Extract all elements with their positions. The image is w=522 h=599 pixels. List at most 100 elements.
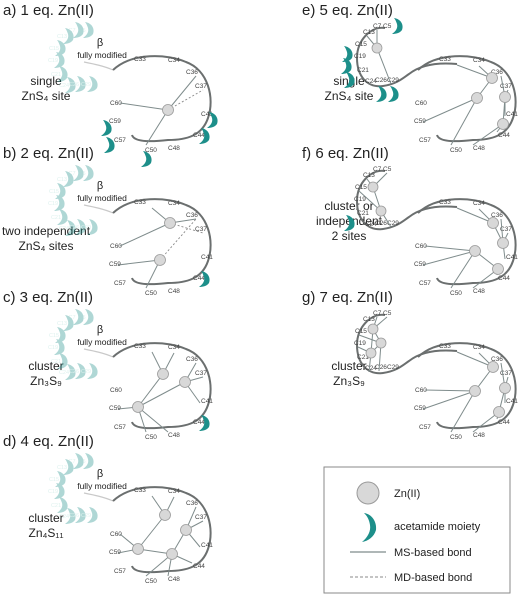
panel-b-label-C33: C33 xyxy=(134,199,146,206)
panel-c-ghost-label-C19: C19 xyxy=(48,345,58,351)
panel-a-ms-bond xyxy=(145,109,169,146)
panel-e-acetamide-C5 xyxy=(392,18,403,34)
panel-a-label-C44: C44 xyxy=(193,132,205,139)
panel-f-ms-bond xyxy=(450,250,476,289)
panel-a-ghost-label-C15: C15 xyxy=(49,46,59,52)
legend-zinc-label: Zn(II) xyxy=(394,488,420,500)
panel-b-ghost-acetamide-C5 xyxy=(83,165,94,181)
panel-a-label-C36: C36 xyxy=(186,69,198,76)
panel-e-label-C19: C19 xyxy=(354,53,366,60)
panel-c-ghost-acetamide-C13 xyxy=(63,315,74,331)
panel-a-acetamide-C44 xyxy=(199,128,210,144)
panel-a-label-C50: C50 xyxy=(145,147,157,154)
panel-f-label-C19: C19 xyxy=(354,196,366,203)
panel-f-label-C37: C37 xyxy=(500,226,512,233)
panel-a-label-C57: C57 xyxy=(114,137,126,144)
panel-b-label-C41: C41 xyxy=(201,254,213,261)
panel-a-ghost-label-C29: C29 xyxy=(81,82,91,88)
panel-c-linker xyxy=(83,348,114,358)
panel-a-ms-bond xyxy=(119,102,169,111)
panel-c-ghost-label-C24: C24 xyxy=(59,370,69,376)
panel-d-ghost-label-C15: C15 xyxy=(49,477,59,483)
panel-d-beta-symbol: β xyxy=(97,468,103,480)
panel-c-ghost-acetamide-C26 xyxy=(75,363,86,379)
panel-a-ghost-acetamide-C26 xyxy=(75,76,86,92)
panel-c-alpha-backbone xyxy=(112,342,212,430)
panel-g-label-C41: C41 xyxy=(506,398,518,405)
panel-a-fully-modified: fully modified xyxy=(77,50,127,60)
panel-b-ghost-label-C29: C29 xyxy=(81,225,91,231)
panel-a-ghost-label-C21: C21 xyxy=(51,72,61,78)
panel-e-label-C13: C13 xyxy=(363,29,375,36)
panel-b-label-C44: C44 xyxy=(193,275,205,282)
panel-d-label-C60: C60 xyxy=(110,531,122,538)
panel-g-ms-bond xyxy=(422,390,476,410)
panel-e-beta-ms-bond xyxy=(376,47,392,85)
legend-acetamide-label: acetamide moiety xyxy=(394,521,481,533)
panel-e-label-C34: C34 xyxy=(473,57,485,64)
panel-a-ghost-label-C5: C5 xyxy=(78,28,85,34)
panel-g-label-C60: C60 xyxy=(415,387,427,394)
panel-c-ghost-acetamide-C24 xyxy=(65,364,76,380)
panel-e-acetamide-C26 xyxy=(376,86,387,102)
panel-g-label-C15: C15 xyxy=(355,328,367,335)
panel-b-label-C57: C57 xyxy=(114,280,126,287)
panel-f-ms-bond xyxy=(456,207,494,224)
panel-f-label-C50: C50 xyxy=(450,290,462,297)
panel-b-ghost-acetamide-C26 xyxy=(75,219,86,235)
panel-c-label-C59: C59 xyxy=(109,405,121,412)
panel-c-ghost-label-C13: C13 xyxy=(57,321,67,327)
panel-b-ghost-acetamide-C7 xyxy=(73,165,84,181)
panel-f-zinc xyxy=(492,263,504,275)
panel-e-zinc xyxy=(471,92,483,104)
panel-a-ghost-label-C7: C7 xyxy=(68,28,75,34)
panel-f-zinc xyxy=(469,245,481,257)
panel-g-label-C50: C50 xyxy=(450,434,462,441)
panel-e-label-C33: C33 xyxy=(439,56,451,63)
panel-a-label-C60: C60 xyxy=(110,100,122,107)
panel-e-label-C15: C15 xyxy=(355,41,367,48)
panel-g-label-C48: C48 xyxy=(473,432,485,439)
panel-b-ghost-label-C24: C24 xyxy=(59,226,69,232)
panel-g-beta-zinc xyxy=(365,347,377,359)
panel-a-ghost-acetamide-C5 xyxy=(83,22,94,38)
panel-c-zinc xyxy=(157,368,169,380)
panel-g-label-C21: C21 xyxy=(357,354,369,361)
panel-b-title: b) 2 eq. Zn(II) xyxy=(3,145,94,162)
panel-f-beta-md-bond xyxy=(378,210,382,228)
panel-e-ms-bond xyxy=(472,123,504,146)
panel-c-label-C48: C48 xyxy=(168,432,180,439)
panel-g-label-C59: C59 xyxy=(414,405,426,412)
panel-c-ghost-label-C7: C7 xyxy=(68,315,75,321)
panel-a-ghost-label-C24: C24 xyxy=(59,83,69,89)
panel-c-fully-modified: fully modified xyxy=(77,337,127,347)
panel-a-acetamide-C59 xyxy=(101,120,112,136)
panel-f-label-C24: C24 xyxy=(365,221,377,228)
panel-b-ghost-acetamide-C29 xyxy=(87,219,98,235)
panel-g-label-C26: C26 xyxy=(375,364,387,371)
panel-e-label-C5: C5 xyxy=(383,23,392,30)
panel-e-label-C50: C50 xyxy=(450,147,462,154)
panel-d-ghost-label-C13: C13 xyxy=(57,465,67,471)
panel-d-ghost-label-C19: C19 xyxy=(48,489,58,495)
panel-c-beta-symbol: β xyxy=(97,324,103,336)
panel-g-zinc xyxy=(493,406,505,418)
panel-f-label-C21: C21 xyxy=(357,210,369,217)
panel-f-label-C5: C5 xyxy=(383,166,392,173)
panel-a-label-C37: C37 xyxy=(195,83,207,90)
panel-d-ghost-acetamide-C15 xyxy=(55,471,66,487)
panel-d-ghost-acetamide-C21 xyxy=(57,497,68,513)
panel-c-ms-bond xyxy=(137,373,164,408)
panel-a-ghost-label-C26: C26 xyxy=(69,82,79,88)
panel-e-label-C21: C21 xyxy=(357,67,369,74)
panel-d-ghost-label-C21: C21 xyxy=(51,503,61,509)
panel-b-ghost-label-C21: C21 xyxy=(51,215,61,221)
panel-d-label-C48: C48 xyxy=(168,576,180,583)
panel-d-ghost-acetamide-C29 xyxy=(87,507,98,523)
